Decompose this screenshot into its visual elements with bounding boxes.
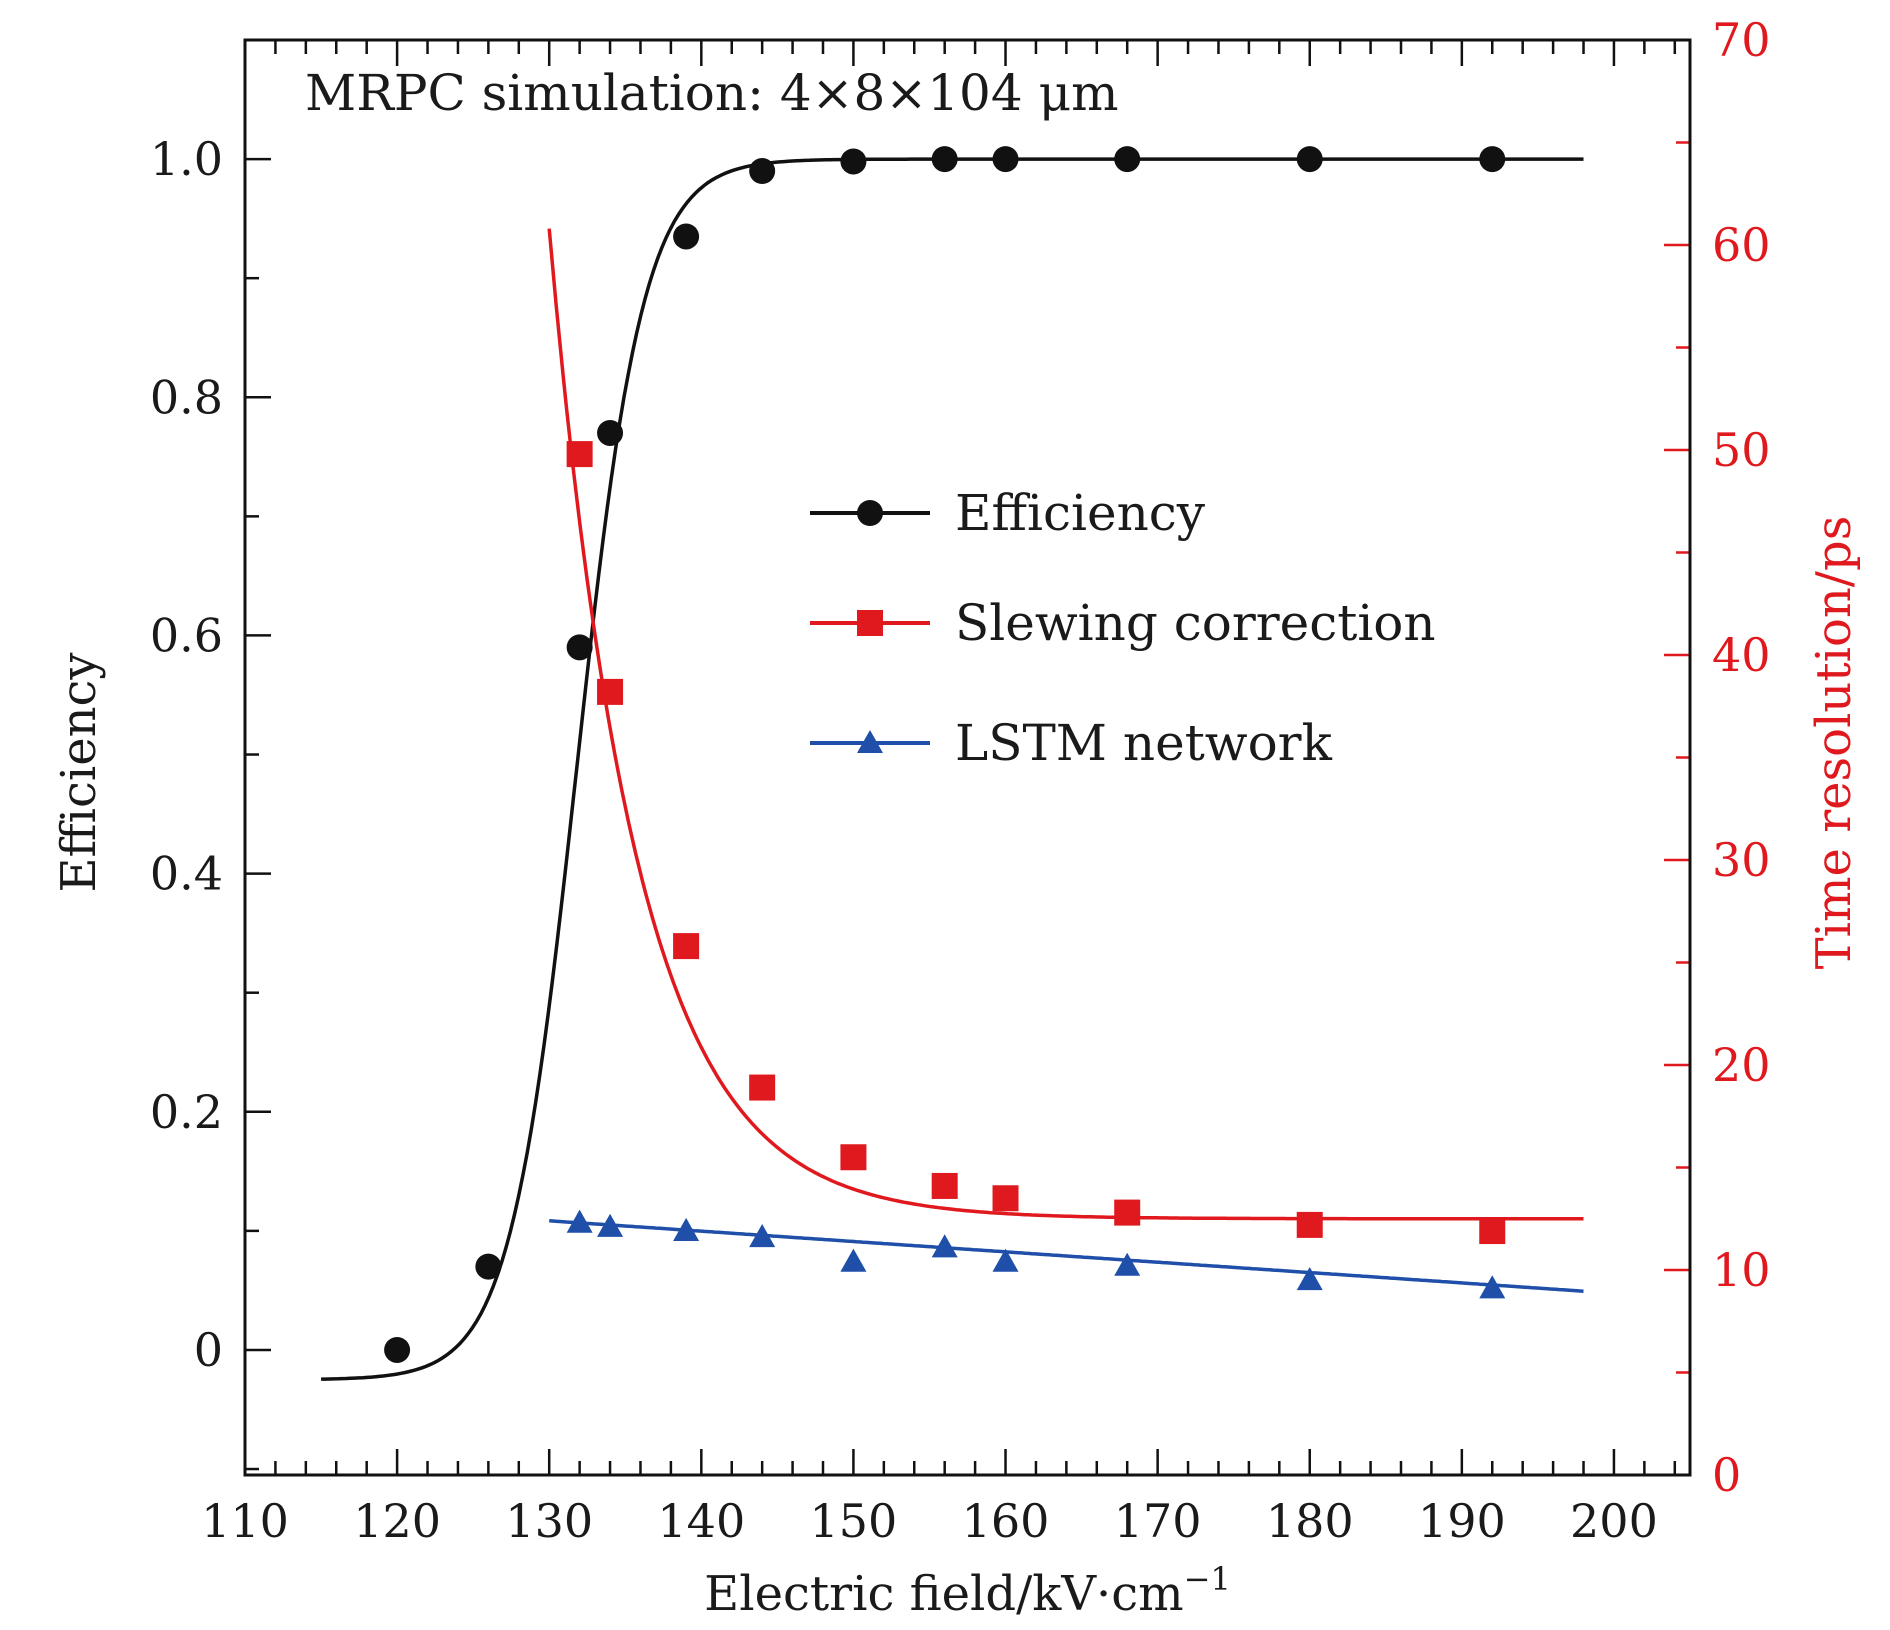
y-right-tick-label: 40	[1712, 628, 1771, 682]
legend-label: Slewing correction	[955, 594, 1436, 652]
slewing-point	[1114, 1199, 1141, 1226]
x-tick-label: 180	[1266, 1494, 1354, 1548]
slewing-fit-line	[547, 228, 1584, 1221]
slewing-point	[673, 933, 700, 960]
y-right-tick-label: 70	[1712, 13, 1771, 67]
lstm-point	[566, 1209, 593, 1233]
legend-label: Efficiency	[955, 484, 1206, 542]
lstm-point	[840, 1248, 867, 1272]
efficiency-point	[992, 146, 1019, 173]
efficiency-point	[475, 1253, 502, 1280]
slewing-point	[1479, 1218, 1506, 1245]
legend-marker-square	[857, 610, 883, 636]
efficiency-point	[1114, 146, 1141, 173]
slewing-point	[597, 678, 624, 705]
y-right-tick-label: 50	[1712, 423, 1771, 477]
efficiency-point	[840, 148, 867, 175]
x-tick-label: 140	[657, 1494, 745, 1548]
y-right-tick-label: 0	[1712, 1448, 1741, 1502]
x-tick-label: 120	[353, 1494, 441, 1548]
slewing-point	[566, 441, 593, 468]
y-right-tick-label: 20	[1712, 1038, 1771, 1092]
lstm-point	[597, 1213, 624, 1237]
y-axis-right-title: Time resolution/ps	[1806, 516, 1862, 970]
slewing-point	[931, 1172, 958, 1199]
x-tick-label: 170	[1114, 1494, 1202, 1548]
x-tick-label: 150	[810, 1494, 898, 1548]
x-tick-label: 190	[1418, 1494, 1506, 1548]
legend-label: LSTM network	[955, 714, 1333, 772]
y-left-tick-label: 0.2	[150, 1085, 223, 1139]
efficiency-point	[673, 223, 700, 250]
plot-frame	[243, 38, 1692, 1477]
efficiency-point	[1479, 146, 1506, 173]
x-axis-title-main: Electric field/kV·cm	[704, 1566, 1183, 1622]
lstm-fit-line	[549, 1219, 1584, 1293]
x-tick-label: 110	[201, 1494, 289, 1548]
x-tick-label: 130	[505, 1494, 593, 1548]
y-right-tick-label: 10	[1712, 1243, 1771, 1297]
y-left-tick-label: 0.8	[150, 370, 223, 424]
y-left-tick-label: 1.0	[150, 132, 223, 186]
x-axis-title-sup: −1	[1184, 1560, 1231, 1598]
efficiency-point	[749, 157, 776, 184]
axis-ticks	[243, 38, 1690, 1477]
lstm-point	[1114, 1252, 1141, 1276]
x-axis-title: Electric field/kV·cm−1	[704, 1560, 1231, 1622]
efficiency-point	[597, 419, 624, 446]
slewing-point	[749, 1074, 776, 1101]
chart-annotation: MRPC simulation: 4×8×104 μm	[305, 64, 1118, 122]
slewing-point	[840, 1144, 867, 1171]
legend-marker-circle	[857, 500, 883, 526]
lstm-point	[1479, 1275, 1506, 1299]
y-axis-left-title: Efficiency	[51, 652, 107, 892]
slewing-point	[992, 1185, 1019, 1212]
y-left-tick-label: 0	[194, 1323, 223, 1377]
efficiency-point	[1296, 146, 1323, 173]
lstm-point	[931, 1234, 958, 1258]
lstm-point	[749, 1224, 776, 1248]
lstm-point	[1296, 1267, 1323, 1291]
x-tick-label: 160	[962, 1494, 1050, 1548]
efficiency-point	[566, 634, 593, 661]
efficiency-point	[384, 1336, 411, 1363]
lstm-point	[992, 1248, 1019, 1272]
y-left-tick-label: 0.4	[150, 847, 223, 901]
legend: Efficiency Slewing correction LSTM network	[810, 484, 1436, 772]
legend-marker-triangle	[857, 730, 883, 753]
efficiency-point	[931, 146, 958, 173]
data-markers	[384, 146, 1506, 1363]
lstm-point	[673, 1217, 700, 1241]
tick-labels: 110 120 130 140 150 160 170 180 190 20000.20.40.6…	[150, 13, 1771, 1548]
y-left-tick-label: 0.6	[150, 608, 223, 662]
x-tick-label: 200	[1570, 1494, 1658, 1548]
y-right-tick-label: 30	[1712, 833, 1771, 887]
slewing-point	[1296, 1211, 1323, 1238]
y-right-tick-label: 60	[1712, 218, 1771, 272]
